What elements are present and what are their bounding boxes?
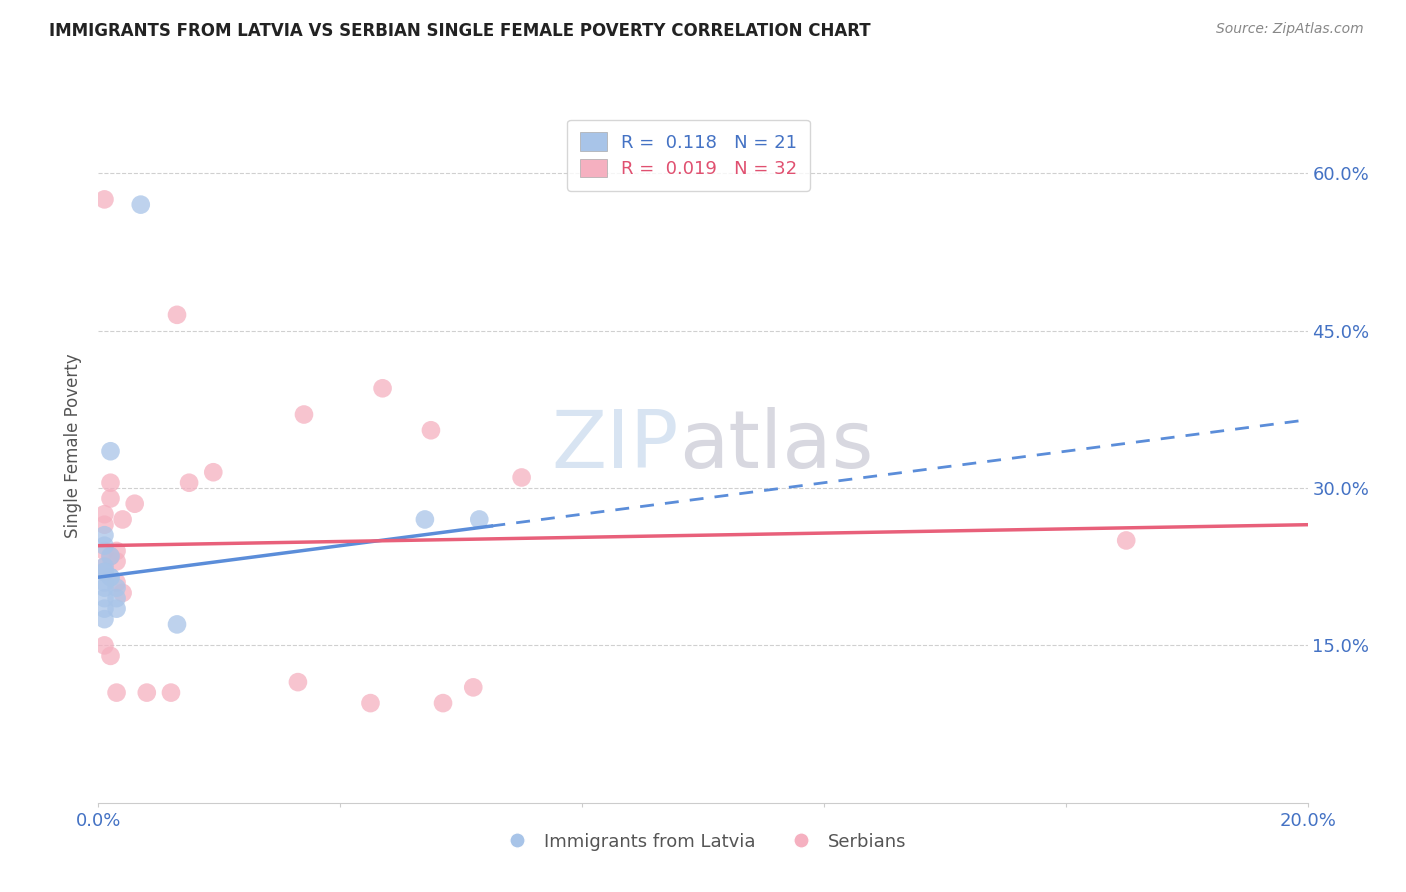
Point	[202, 465, 225, 479]
Point	[166, 617, 188, 632]
Point	[93, 559, 115, 574]
Point	[93, 565, 115, 579]
Point	[432, 696, 454, 710]
Text: Source: ZipAtlas.com: Source: ZipAtlas.com	[1216, 22, 1364, 37]
Point	[93, 575, 115, 590]
Point	[100, 549, 122, 564]
Text: ZIP: ZIP	[551, 407, 679, 485]
Point	[93, 528, 115, 542]
Point	[105, 591, 128, 606]
Point	[468, 512, 491, 526]
Point	[105, 601, 128, 615]
Point	[93, 544, 115, 558]
Point	[1115, 533, 1137, 548]
Point	[93, 559, 115, 574]
Point	[287, 675, 309, 690]
Point	[292, 408, 315, 422]
Point	[93, 517, 115, 532]
Point	[93, 565, 115, 579]
Point	[93, 601, 115, 615]
Point	[93, 565, 115, 579]
Point	[93, 539, 115, 553]
Point	[111, 586, 134, 600]
Point	[160, 685, 183, 699]
Point	[463, 681, 485, 695]
Point	[100, 491, 122, 506]
Point	[360, 696, 382, 710]
Text: IMMIGRANTS FROM LATVIA VS SERBIAN SINGLE FEMALE POVERTY CORRELATION CHART: IMMIGRANTS FROM LATVIA VS SERBIAN SINGLE…	[49, 22, 870, 40]
Point	[179, 475, 201, 490]
Point	[100, 549, 122, 564]
Point	[105, 544, 128, 558]
Point	[111, 512, 134, 526]
Text: atlas: atlas	[679, 407, 873, 485]
Point	[100, 475, 122, 490]
Point	[100, 444, 122, 458]
Y-axis label: Single Female Poverty: Single Female Poverty	[65, 354, 83, 538]
Point	[93, 639, 115, 653]
Legend: Immigrants from Latvia, Serbians: Immigrants from Latvia, Serbians	[492, 826, 914, 858]
Point	[93, 581, 115, 595]
Point	[100, 648, 122, 663]
Point	[100, 570, 122, 584]
Point	[93, 591, 115, 606]
Point	[93, 507, 115, 521]
Point	[371, 381, 394, 395]
Point	[100, 570, 122, 584]
Point	[135, 685, 157, 699]
Point	[105, 685, 128, 699]
Point	[420, 423, 443, 437]
Point	[413, 512, 436, 526]
Point	[105, 581, 128, 595]
Point	[124, 497, 146, 511]
Point	[93, 193, 115, 207]
Point	[129, 197, 152, 211]
Point	[105, 575, 128, 590]
Point	[510, 470, 533, 484]
Point	[105, 554, 128, 568]
Point	[93, 612, 115, 626]
Point	[166, 308, 188, 322]
